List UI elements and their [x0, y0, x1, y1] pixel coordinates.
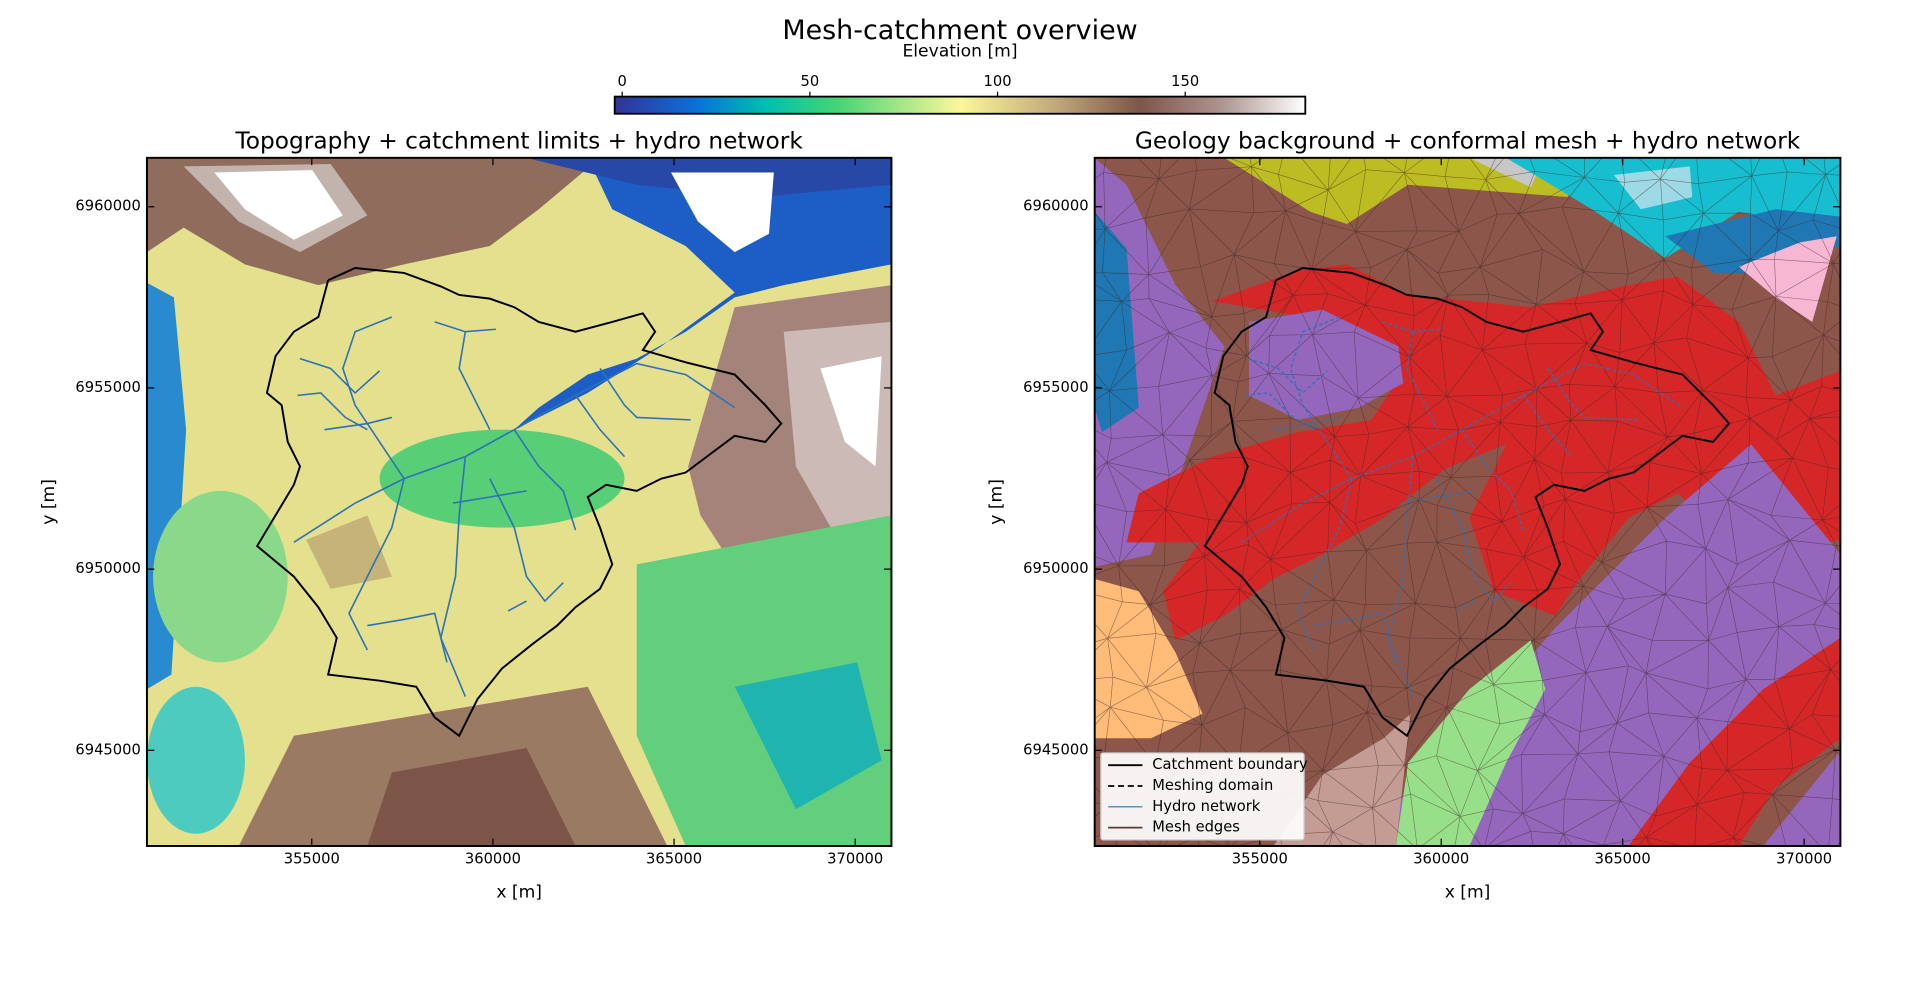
y-axis-label: y [m]	[987, 479, 1007, 525]
colorbar-tick-label: 150	[1171, 73, 1199, 90]
x-tick-label: 360000	[1413, 850, 1469, 867]
y-tick-label: 6945000	[75, 741, 140, 758]
colorbar-tick-label: 50	[801, 73, 820, 90]
x-axis-label: x [m]	[496, 883, 542, 903]
y-tick-label: 6950000	[75, 560, 140, 577]
y-tick-label: 6960000	[1023, 198, 1088, 215]
y-tick-label: 6955000	[75, 379, 140, 396]
axes-frame	[1093, 156, 1842, 847]
legend-label: Hydro network	[1152, 798, 1261, 815]
y-axis-label: y [m]	[39, 479, 59, 525]
x-tick-label: 360000	[465, 850, 521, 867]
geology-map	[1094, 157, 1841, 846]
y-tick-label: 6955000	[1023, 379, 1088, 396]
axes-title: Topography + catchment limits + hydro ne…	[235, 127, 804, 154]
axes-frame	[145, 156, 893, 847]
y-tick-label: 6945000	[1023, 741, 1088, 758]
colorbar	[613, 95, 1307, 115]
x-axis-label: x [m]	[1445, 883, 1491, 903]
x-tick-label: 355000	[1232, 850, 1288, 867]
x-tick-label: 370000	[1776, 850, 1832, 867]
x-tick-label: 370000	[827, 850, 883, 867]
x-tick-label: 355000	[284, 850, 340, 867]
colorbar-label: Elevation [m]	[902, 41, 1017, 61]
y-tick-label: 6950000	[1023, 560, 1088, 577]
legend-label: Mesh edges	[1152, 819, 1240, 836]
axes-title: Geology background + conformal mesh + hy…	[1135, 127, 1801, 154]
y-tick-label: 6960000	[75, 198, 140, 215]
legend-label: Meshing domain	[1152, 777, 1273, 794]
colorbar-tick-label: 100	[984, 73, 1012, 90]
legend-box	[1100, 752, 1305, 841]
x-tick-label: 365000	[646, 850, 702, 867]
legend-label: Catchment boundary	[1152, 756, 1308, 773]
colorbar-tick-label: 0	[618, 73, 627, 90]
topography-raster	[146, 157, 892, 846]
figure-title: Mesh-catchment overview	[782, 15, 1137, 46]
x-tick-label: 365000	[1595, 850, 1651, 867]
